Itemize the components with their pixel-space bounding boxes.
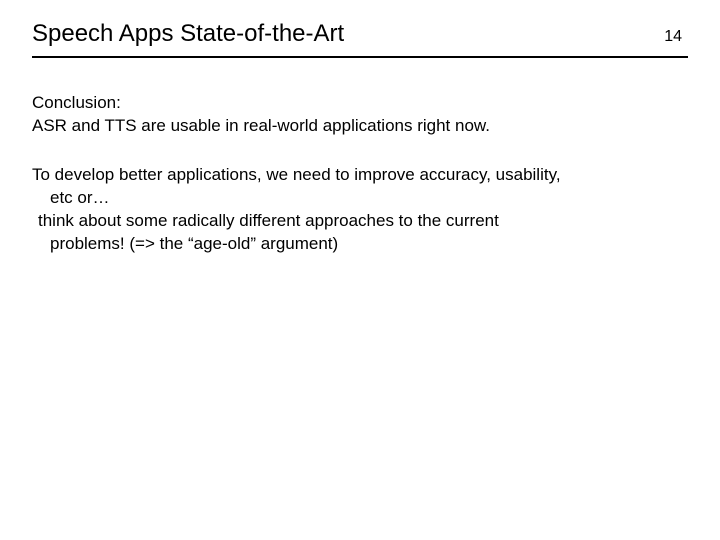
para2-line1: To develop better applications, we need … [32, 165, 561, 184]
conclusion-label: Conclusion: [32, 93, 121, 112]
slide-header: Speech Apps State-of-the-Art 14 [32, 20, 688, 54]
para2-line2: etc or… [32, 187, 688, 210]
para2-line3: think about some radically different app… [32, 210, 688, 233]
header-divider [32, 56, 688, 58]
conclusion-text: ASR and TTS are usable in real-world app… [32, 116, 490, 135]
conclusion-paragraph: Conclusion: ASR and TTS are usable in re… [32, 92, 688, 138]
development-paragraph: To develop better applications, we need … [32, 164, 688, 256]
page-number: 14 [664, 28, 688, 46]
slide-container: Speech Apps State-of-the-Art 14 Conclusi… [0, 0, 720, 540]
slide-body: Conclusion: ASR and TTS are usable in re… [32, 92, 688, 256]
para2-line4: problems! (=> the “age-old” argument) [32, 233, 688, 256]
slide-title: Speech Apps State-of-the-Art [32, 20, 344, 48]
